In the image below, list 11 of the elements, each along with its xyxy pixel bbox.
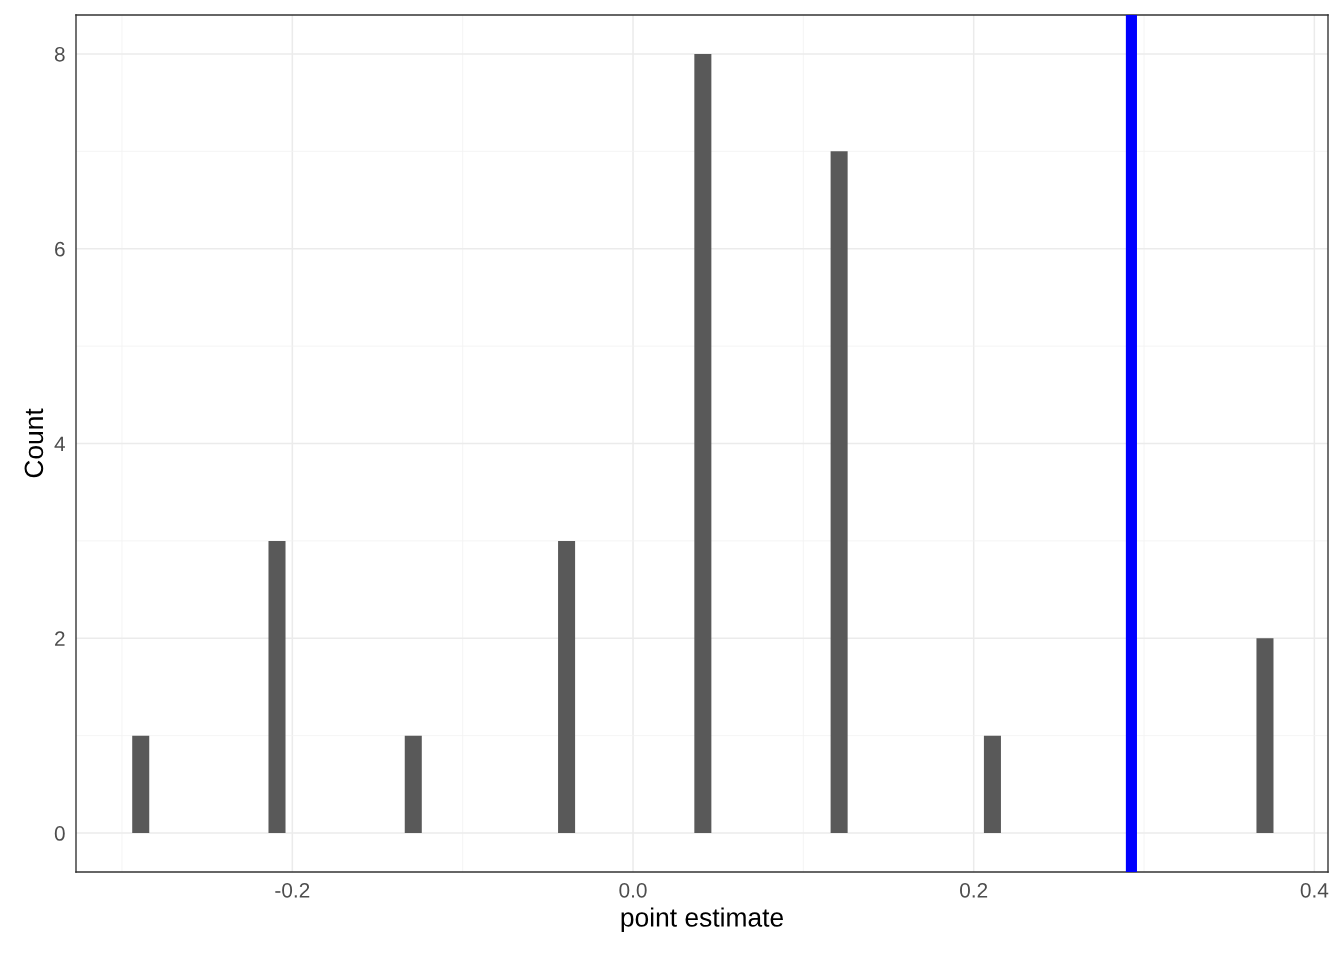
y-tick-label: 0 [54,826,65,841]
y-tick-label: 6 [55,241,65,257]
y-tick-label: 8 [54,46,65,62]
y-tick-label: 4 [54,436,65,452]
x-tick-label: 0.2 [960,882,988,898]
y-axis-title: Count [24,408,44,478]
x-axis-title: point estimate [621,907,783,932]
x-tick-label: 0.4 [1300,882,1329,898]
y-tick-label: 2 [55,631,65,646]
x-tick-label: -0.2 [275,882,310,898]
x-tick-label: 0.0 [619,882,647,898]
